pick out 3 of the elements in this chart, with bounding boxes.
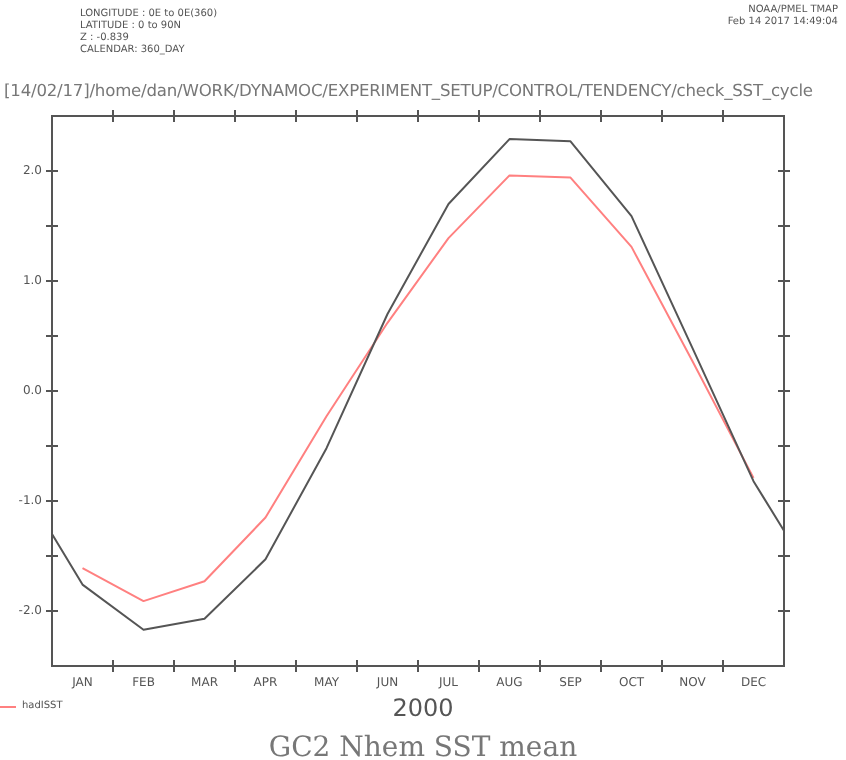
text: GC2 Nhem SST mean (266, 732, 580, 760)
x-axis-title: 2000 (392, 694, 454, 722)
text: [14/02/17]/home/dan/WORK/DYNAMOC/EXPERIMENT_SETUP/CONTROL/TENDENCY/check_SST_cycle (4, 80, 813, 100)
